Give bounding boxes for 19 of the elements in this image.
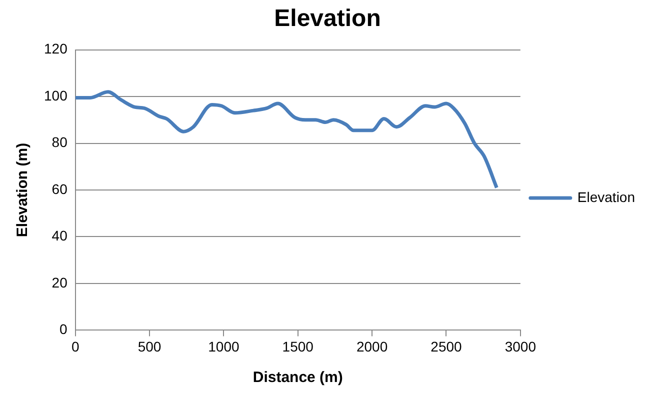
y-tick-label: 80 [52,134,68,150]
chart-title: Elevation [274,5,381,32]
y-tick-label: 120 [44,40,68,57]
x-tick-label: 1500 [282,338,314,354]
x-axis-title: Distance (m) [252,369,343,386]
line-series [75,90,498,190]
y-tick-label: 60 [52,180,68,197]
y-tick-label: 20 [52,274,68,290]
y-tick-label: 0 [60,321,68,338]
x-tick-label: 500 [138,338,162,354]
y-tick-label: 40 [52,228,68,244]
x-tick-label: 2500 [430,338,462,354]
x-tick-label: 0 [71,338,80,354]
x-tick-label: 2000 [356,338,388,354]
y-axis-title: Elevation (m) [14,142,32,238]
y-tick-label: 100 [44,87,68,104]
x-tick-label: 1000 [208,338,240,354]
legend-label: Elevation [577,188,635,205]
x-tick-label: 3000 [504,338,536,354]
